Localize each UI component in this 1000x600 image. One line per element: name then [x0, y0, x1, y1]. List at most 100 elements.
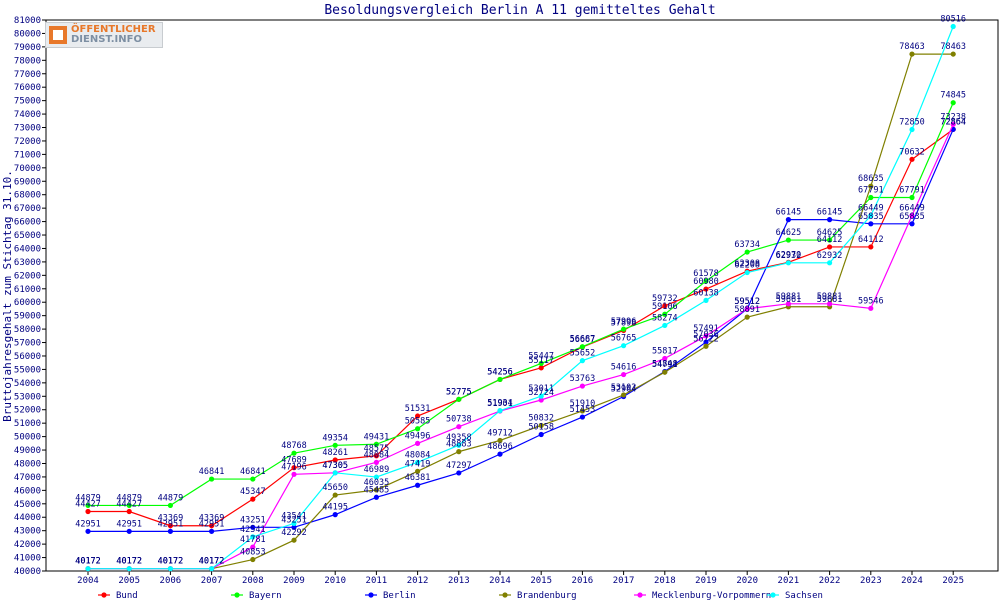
- data-point: [579, 408, 586, 414]
- data-point: [621, 392, 627, 398]
- data-label: 59661: [776, 295, 802, 305]
- y-tick-label: 46000: [14, 486, 41, 496]
- data-point: [703, 286, 709, 292]
- data-label: 66449: [899, 204, 925, 214]
- data-label: 50585: [405, 417, 431, 427]
- y-tick-label: 59000: [14, 312, 41, 322]
- legend-label: Bund: [116, 591, 138, 600]
- data-label: 51453: [570, 405, 596, 415]
- data-point: [167, 566, 173, 572]
- data-point: [497, 408, 503, 414]
- data-label: 56667: [570, 335, 596, 345]
- data-label: 64625: [776, 228, 802, 238]
- data-label: 57898: [611, 318, 637, 328]
- data-label: 53011: [528, 384, 554, 394]
- data-point: [868, 194, 874, 201]
- y-tick-label: 77000: [14, 70, 41, 80]
- data-point: [497, 376, 503, 383]
- data-label: 48575: [364, 444, 390, 454]
- data-point: [621, 326, 627, 332]
- y-tick-label: 68000: [14, 191, 41, 201]
- data-point: [868, 221, 874, 227]
- data-label: 50832: [528, 413, 554, 423]
- data-label: 56765: [611, 334, 637, 344]
- data-point: [332, 470, 338, 476]
- data-label: 42951: [199, 519, 225, 529]
- data-label: 48768: [281, 441, 307, 451]
- data-label: 54848: [652, 359, 678, 369]
- data-label: 54256: [487, 367, 513, 377]
- data-point: [662, 355, 668, 362]
- data-label: 40172: [158, 557, 184, 567]
- data-label: 40172: [75, 557, 101, 567]
- legend-marker: [637, 592, 643, 598]
- data-label: 59732: [652, 294, 678, 304]
- data-label: 51934: [487, 399, 513, 409]
- data-point: [909, 194, 915, 201]
- data-label: 57996: [611, 317, 637, 327]
- legend-label: Sachsen: [785, 591, 823, 600]
- data-label: 63734: [734, 240, 760, 250]
- data-label: 40172: [116, 557, 142, 567]
- data-label: 44879: [116, 493, 142, 503]
- data-point: [373, 494, 379, 500]
- data-point: [579, 414, 586, 420]
- data-label: 47305: [322, 461, 348, 471]
- data-point: [703, 333, 709, 339]
- x-tick-label: 2005: [118, 576, 140, 586]
- data-point: [621, 343, 627, 349]
- y-tick-label: 64000: [14, 244, 41, 254]
- data-point: [456, 396, 462, 402]
- legend-marker: [101, 592, 107, 598]
- data-label: 50738: [446, 415, 472, 425]
- data-point: [950, 121, 956, 127]
- y-tick-label: 63000: [14, 258, 41, 268]
- y-tick-label: 72000: [14, 137, 41, 147]
- data-label: 57491: [693, 324, 719, 334]
- data-label: 61578: [693, 269, 719, 279]
- data-point: [291, 471, 297, 477]
- data-label: 48883: [446, 440, 472, 450]
- data-label: 40172: [199, 557, 225, 567]
- y-tick-label: 56000: [14, 352, 41, 362]
- data-label: 55117: [528, 356, 554, 366]
- data-point: [950, 23, 956, 30]
- data-label: 64112: [817, 235, 843, 245]
- x-tick-label: 2011: [366, 576, 388, 586]
- data-point: [373, 453, 379, 459]
- data-label: 40172: [199, 557, 225, 567]
- y-tick-label: 61000: [14, 285, 41, 295]
- data-label: 59661: [817, 295, 843, 305]
- data-label: 47305: [322, 461, 348, 471]
- data-point: [167, 528, 173, 534]
- data-label: 78463: [940, 42, 966, 52]
- logo-icon: [49, 26, 67, 44]
- data-point: [950, 51, 956, 57]
- data-point: [250, 524, 256, 530]
- y-tick-label: 51000: [14, 419, 41, 429]
- data-label: 47419: [405, 459, 431, 469]
- data-label: 40172: [116, 557, 142, 567]
- data-label: 56687: [570, 335, 596, 345]
- x-tick-label: 2018: [654, 576, 676, 586]
- data-point: [662, 322, 668, 329]
- data-label: 72864: [940, 117, 966, 127]
- data-label: 65835: [858, 212, 884, 222]
- logo: ÖFFENTLICHER DIENST.INFO: [45, 22, 163, 48]
- data-label: 43541: [281, 511, 307, 521]
- data-label: 62308: [734, 259, 760, 269]
- data-point: [827, 237, 833, 243]
- x-tick-label: 2019: [695, 576, 717, 586]
- plot-area: [45, 19, 999, 572]
- data-point: [827, 244, 833, 250]
- data-label: 43251: [281, 515, 307, 525]
- x-axis: 2004 2005 2006 2007 2008 2009 2010 2011 2012 2013…: [77, 571, 964, 586]
- data-point: [291, 465, 297, 471]
- data-label: 67791: [899, 186, 925, 196]
- data-point: [250, 496, 256, 502]
- data-label: 59546: [858, 296, 884, 306]
- data-label: 62932: [776, 251, 802, 261]
- data-label: 52775: [446, 387, 472, 397]
- data-point: [332, 512, 338, 518]
